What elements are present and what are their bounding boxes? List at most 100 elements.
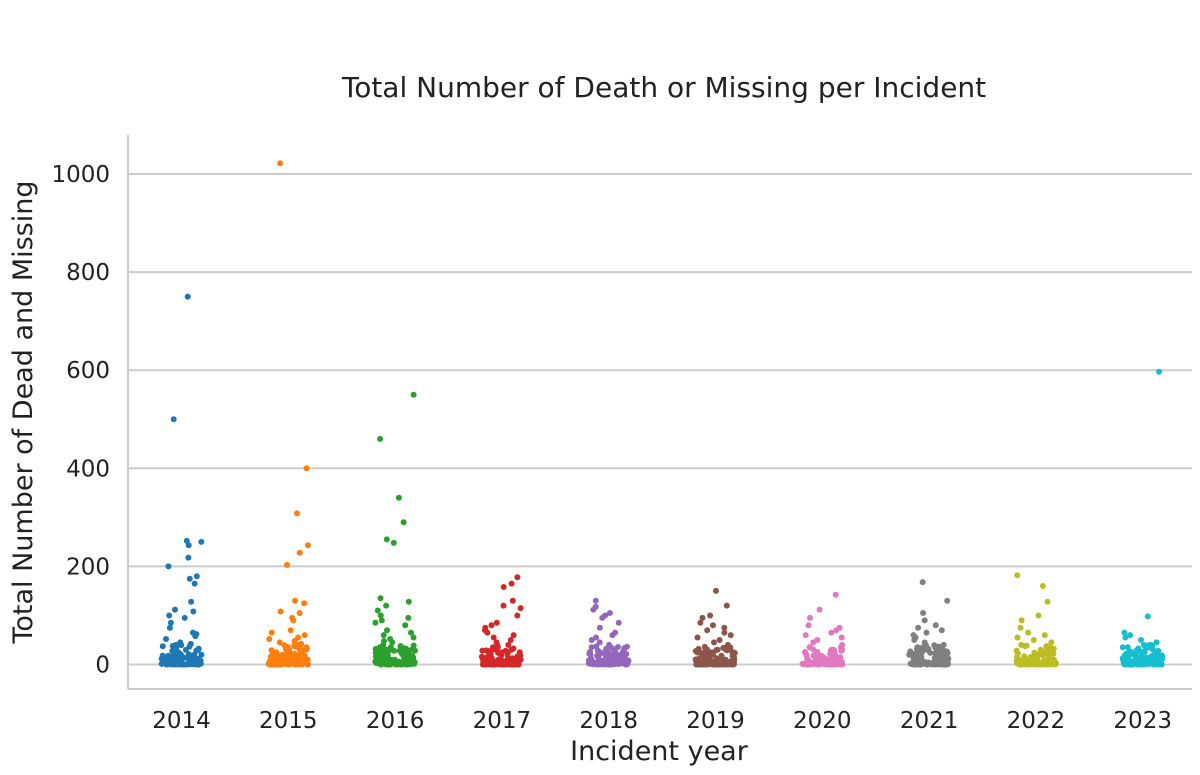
data-point	[1147, 644, 1154, 651]
data-point	[378, 617, 385, 624]
data-point	[287, 650, 294, 657]
data-point	[170, 416, 177, 423]
data-point	[266, 636, 273, 642]
data-point	[588, 660, 595, 667]
data-point	[1119, 644, 1126, 651]
data-point	[296, 646, 303, 653]
data-point	[944, 650, 951, 657]
data-point	[723, 661, 730, 667]
data-point	[405, 598, 412, 605]
data-point	[827, 651, 834, 658]
data-point	[710, 622, 716, 629]
data-point	[839, 646, 846, 653]
data-point	[615, 619, 622, 626]
data-point	[728, 658, 735, 665]
data-point	[603, 653, 610, 660]
data-point	[807, 614, 813, 621]
data-point	[304, 542, 311, 549]
data-point	[917, 658, 924, 665]
data-point	[810, 652, 817, 659]
data-point	[514, 612, 521, 619]
data-point	[298, 660, 305, 667]
data-point	[596, 624, 603, 631]
data-point	[504, 649, 511, 656]
data-point	[938, 627, 945, 634]
data-point	[1043, 643, 1050, 650]
data-point	[296, 549, 303, 556]
x-tick-label: 2020	[793, 708, 852, 734]
data-point	[178, 642, 185, 649]
data-point	[483, 661, 490, 668]
data-point	[173, 660, 180, 667]
data-point	[597, 659, 604, 666]
data-point	[721, 629, 728, 636]
data-point	[805, 622, 812, 629]
data-point	[596, 639, 603, 646]
data-point	[911, 637, 918, 643]
x-tick-labels: 2014 2015 2016 2017 2018 2019 2020 2021 2022 2023	[152, 708, 1172, 734]
data-point	[378, 658, 385, 665]
data-point	[185, 542, 192, 549]
data-point	[402, 645, 409, 652]
data-point	[383, 602, 390, 609]
data-point	[290, 617, 297, 624]
data-point	[1126, 649, 1133, 656]
data-point	[505, 655, 512, 662]
data-point	[515, 655, 522, 662]
data-point	[912, 656, 919, 663]
data-point	[1159, 652, 1166, 659]
data-point	[191, 580, 198, 587]
data-point	[932, 622, 939, 629]
data-point	[708, 650, 715, 657]
data-point	[727, 632, 734, 639]
data-point	[1030, 637, 1037, 643]
data-point	[711, 661, 718, 668]
data-point	[381, 646, 388, 653]
data-point	[275, 656, 282, 663]
data-point	[1155, 647, 1162, 654]
data-point	[164, 661, 170, 668]
data-point	[727, 645, 734, 652]
data-point	[1014, 650, 1021, 657]
y-tick-label: 800	[66, 260, 110, 286]
data-point	[799, 660, 806, 667]
data-point	[166, 624, 173, 631]
data-point	[372, 619, 379, 626]
data-point	[721, 624, 728, 631]
data-point	[493, 619, 500, 626]
data-point	[403, 661, 410, 668]
data-point	[410, 634, 417, 641]
data-point	[401, 654, 408, 661]
data-point	[408, 646, 415, 653]
data-point	[479, 655, 486, 662]
data-point	[303, 646, 310, 653]
data-point	[159, 652, 166, 659]
data-point	[592, 597, 599, 604]
data-point	[934, 654, 941, 661]
data-point	[1018, 617, 1025, 624]
data-point	[383, 536, 390, 543]
data-point	[374, 607, 381, 614]
data-point	[701, 650, 708, 657]
data-point	[943, 661, 950, 668]
data-point	[931, 642, 938, 649]
data-point	[402, 622, 409, 629]
data-point	[186, 575, 193, 582]
data-point	[194, 661, 201, 668]
data-point	[484, 629, 491, 636]
data-point	[198, 651, 205, 658]
data-point	[507, 637, 514, 643]
data-point	[158, 660, 165, 667]
data-point	[723, 602, 730, 609]
data-point	[1045, 661, 1052, 668]
x-tick-label: 2021	[900, 708, 959, 734]
data-point	[188, 598, 195, 605]
data-point	[165, 563, 172, 570]
data-point	[711, 639, 717, 646]
data-point	[615, 644, 621, 650]
data-point	[386, 647, 393, 654]
data-point	[169, 647, 176, 654]
data-point	[587, 648, 593, 655]
data-point	[1029, 661, 1036, 668]
